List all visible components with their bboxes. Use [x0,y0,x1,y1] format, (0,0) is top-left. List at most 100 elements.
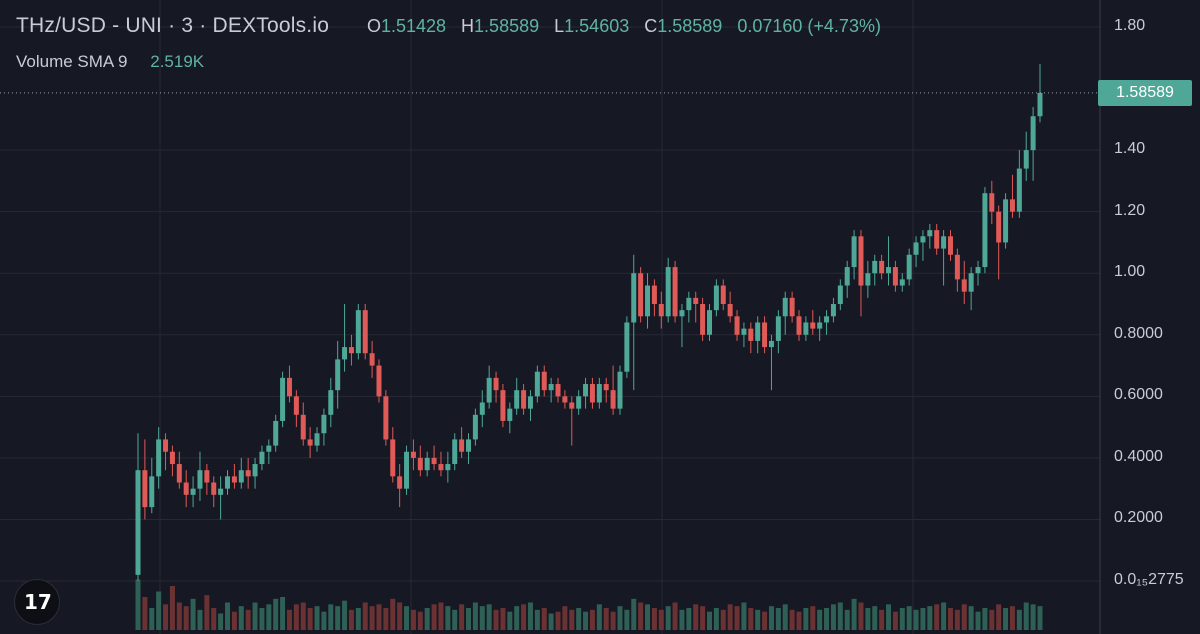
volume-bar [383,608,389,630]
volume-bar [879,609,885,630]
candle-body [211,482,217,495]
candle-body [775,316,781,341]
candle-body [631,273,637,323]
candle-body [252,464,258,477]
candle-body [892,267,898,286]
candle-body [245,470,251,477]
volume-bar [445,606,451,630]
candle-body [865,273,871,286]
y-tick-label: 0.0₁₅2775 [1114,571,1184,588]
candle-body [651,285,657,304]
candle-body [906,254,912,280]
candle-body [638,273,644,317]
candle-body [693,297,699,304]
volume-bar [1009,606,1015,630]
volume-bar [665,606,671,630]
volume-bar [500,608,506,630]
candle-body [300,414,306,440]
volume-bar [486,604,492,630]
candle-body [727,304,733,317]
volume-bar [851,598,857,630]
candle-body [431,457,437,465]
volume-bar [348,609,354,630]
y-tick-label: 1.80 [1114,17,1146,34]
candle-body [665,267,671,317]
volume-bar [452,609,458,630]
volume-bar [231,611,237,630]
volume-bar [865,608,871,630]
candle-body [817,322,823,329]
y-tick-label: 0.4000 [1114,447,1163,465]
candle-body [548,384,554,391]
volume-bar [989,609,995,630]
volume-bar [259,608,265,630]
volume-bar [424,608,430,630]
volume-bar [886,604,892,630]
volume-bar [1023,602,1029,630]
volume-bar [954,609,960,630]
symbol-title[interactable]: THz/USD - UNI · 3 · DEXTools.io [16,14,330,37]
volume-bar [796,611,802,630]
volume-bar [775,608,781,630]
volume-bar [293,604,299,630]
candle-body [700,304,706,335]
candle-body [479,402,485,415]
candle-body [273,420,279,446]
volume-bar [204,595,210,630]
volume-bar [273,598,279,630]
volume-bar [934,604,940,630]
candle-body [293,396,299,415]
volume-bar [975,611,981,630]
candle-body [397,476,403,489]
high-value: 1.58589 [474,16,540,36]
volume-bar [342,600,348,630]
volume-bar [493,609,499,630]
y-tick-label: 1.00 [1114,263,1146,281]
volume-bar [734,606,740,630]
candle-body [796,316,802,335]
candle-body [231,476,237,483]
volume-sma-label: Volume SMA 9 [16,52,128,71]
candle-body [810,322,816,329]
volume-bar [603,608,609,630]
candle-body [466,439,472,452]
candle-body [280,377,286,421]
volume-bar [982,608,988,630]
volume-bar [941,602,947,630]
volume-bar [541,608,547,630]
volume-bar [507,611,513,630]
candle-body [163,439,169,452]
candle-body [768,340,774,348]
volume-bar [892,611,898,630]
candle-body [472,414,478,440]
y-tick-label: 0.2000 [1114,509,1163,527]
candle-body [135,470,141,575]
volume-bar [163,604,169,630]
volume-bar [397,602,403,630]
volume-bar [872,606,878,630]
tradingview-logo[interactable]: 17 [14,579,60,625]
candle-body [803,322,809,335]
candle-body [603,384,609,391]
candle-body [156,439,162,477]
candle-body [376,365,382,397]
open-key: O [366,16,381,36]
volume-legend[interactable]: Volume SMA 9 2.519K [16,52,204,72]
volume-bar [968,606,974,630]
candle-body [679,310,685,317]
volume-bar [390,598,396,630]
candle-body [617,371,623,409]
volume-bar [830,604,836,630]
volume-bar [1003,608,1009,630]
volume-bar [906,606,912,630]
candle-body [410,451,416,458]
close-value: 1.58589 [657,16,723,36]
volume-bar [583,611,589,630]
volume-bar [700,606,706,630]
y-tick-label: 1.40 [1114,140,1146,158]
candle-body [782,297,788,317]
candle-body [583,384,589,397]
candle-body [238,470,244,483]
